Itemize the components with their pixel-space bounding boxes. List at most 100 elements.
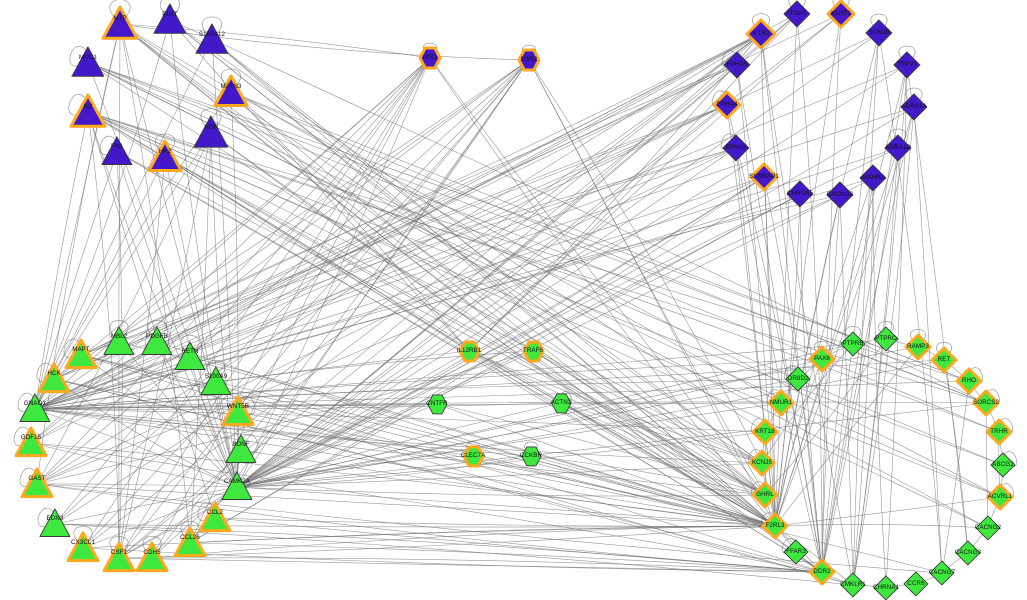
graph-node-pdgfb[interactable] xyxy=(139,324,175,360)
graph-node-ccr6[interactable] xyxy=(901,569,931,599)
graph-node-chrna1[interactable] xyxy=(871,573,901,600)
graph-node-acvrl1[interactable] xyxy=(983,480,1017,514)
graph-node-ptpro[interactable] xyxy=(871,324,901,354)
graph-node-plat[interactable] xyxy=(151,1,189,39)
graph-node-gdf15[interactable] xyxy=(11,423,51,463)
graph-node-sorcs2[interactable] xyxy=(969,386,1003,420)
graph-node-il1r2[interactable] xyxy=(742,15,780,53)
triangle-glyph xyxy=(147,139,183,172)
edge xyxy=(80,354,823,573)
graph-node-epha4[interactable] xyxy=(709,87,745,123)
graph-node-mbl2[interactable] xyxy=(101,324,137,360)
graph-node-edn3[interactable] xyxy=(37,506,73,542)
graph-node-muc1[interactable] xyxy=(69,44,107,82)
graph-node-traf6[interactable] xyxy=(519,337,548,366)
edge xyxy=(36,483,238,488)
diamond-glyph xyxy=(884,134,912,162)
graph-node-cacng2b[interactable] xyxy=(824,179,856,211)
graph-node-retn[interactable] xyxy=(172,339,208,375)
edge xyxy=(943,359,969,554)
self-loop-edge xyxy=(180,335,200,354)
graph-node-ccl2[interactable] xyxy=(195,498,235,538)
graph-node-mtp[interactable] xyxy=(98,2,142,46)
graph-node-adra1a[interactable] xyxy=(898,91,930,123)
graph-node-cckbr[interactable] xyxy=(519,444,544,469)
graph-node-ptprb[interactable] xyxy=(838,329,868,359)
graph-node-klrf1[interactable] xyxy=(823,0,859,32)
graph-node-s100a12[interactable] xyxy=(193,21,231,59)
graph-node-syngap1[interactable] xyxy=(746,159,782,195)
graph-node-cacng2[interactable] xyxy=(973,513,1003,543)
graph-node-cdh5[interactable] xyxy=(132,538,172,578)
edge xyxy=(164,156,766,496)
graph-node-hgf[interactable] xyxy=(191,113,231,153)
graph-node-ccl26[interactable] xyxy=(170,523,210,563)
graph-node-f2rl3[interactable] xyxy=(758,509,792,543)
graph-node-il12rb1[interactable] xyxy=(455,337,484,366)
graph-node-ramp3[interactable] xyxy=(901,330,935,364)
edge xyxy=(560,402,763,464)
graph-node-epha5[interactable] xyxy=(721,49,753,81)
diamond-glyph xyxy=(972,389,1000,417)
graph-node-ghrl[interactable] xyxy=(748,478,782,512)
graph-node-cntfr[interactable] xyxy=(425,392,450,417)
edge xyxy=(151,525,776,559)
graph-node-ffar3[interactable] xyxy=(781,537,811,567)
graph-node-rho[interactable] xyxy=(952,364,986,398)
edge xyxy=(119,23,763,464)
graph-node-epha3[interactable] xyxy=(720,132,752,164)
diamond-glyph xyxy=(783,539,809,565)
graph-node-adra1d[interactable] xyxy=(882,132,914,164)
graph-node-hck[interactable] xyxy=(34,359,74,399)
diamond-glyph xyxy=(761,512,789,540)
graph-node-ret[interactable] xyxy=(927,343,961,377)
graph-node-itga5[interactable] xyxy=(781,0,813,30)
graph-node-actn2[interactable] xyxy=(549,391,574,416)
graph-node-clec7a[interactable] xyxy=(459,442,488,471)
graph-node-cmklr1[interactable] xyxy=(838,570,868,600)
graph-node-abcg2[interactable] xyxy=(988,450,1018,480)
edge xyxy=(774,496,1001,527)
triangle-glyph xyxy=(221,395,255,427)
graph-node-matn3[interactable] xyxy=(210,71,252,113)
graph-node-fn1[interactable] xyxy=(99,134,135,170)
edge xyxy=(87,62,1004,466)
graph-node-scn3b[interactable] xyxy=(863,17,895,49)
edge xyxy=(34,151,118,410)
triangle-glyph xyxy=(173,526,207,558)
edge xyxy=(760,33,823,573)
graph-node-cacng7[interactable] xyxy=(927,558,957,588)
diamond-glyph xyxy=(986,483,1014,511)
graph-node-cacng3[interactable] xyxy=(953,538,983,568)
graph-node-trhr[interactable] xyxy=(982,415,1016,449)
edge xyxy=(30,442,238,488)
graph-node-esr2[interactable] xyxy=(514,45,544,75)
graph-node-kcnj5[interactable] xyxy=(745,446,779,480)
graph-node-cx3cl1[interactable] xyxy=(63,528,103,568)
edge xyxy=(821,32,880,573)
graph-node-gast[interactable] xyxy=(17,464,57,504)
graph-node-chrna5[interactable] xyxy=(784,178,816,210)
graph-node-csf1[interactable] xyxy=(99,538,139,578)
graph-node-pax8[interactable] xyxy=(805,342,839,376)
edge xyxy=(34,111,89,410)
graph-node-trpv1[interactable] xyxy=(891,49,923,81)
edge xyxy=(53,378,776,527)
graph-node-amhr2[interactable] xyxy=(857,162,889,194)
graph-node-nmur1[interactable] xyxy=(764,386,798,420)
graph-node-mapt[interactable] xyxy=(61,335,101,375)
edge xyxy=(36,132,212,485)
graph-node-il2[interactable] xyxy=(66,90,110,134)
graph-node-hk2[interactable] xyxy=(144,136,186,178)
graph-node-s100a9[interactable] xyxy=(198,364,234,400)
self-loop-edge xyxy=(752,13,770,31)
graph-node-gnao1[interactable] xyxy=(17,391,53,427)
graph-node-or8d2[interactable] xyxy=(783,364,813,394)
graph-node-bdnf[interactable] xyxy=(223,432,259,468)
graph-node-camk2a[interactable] xyxy=(219,469,255,505)
graph-node-krt18[interactable] xyxy=(748,415,782,449)
graph-node-wnt5b[interactable] xyxy=(218,392,258,432)
graph-node-irs1[interactable] xyxy=(415,43,445,73)
graph-node-ddr2[interactable] xyxy=(805,555,839,589)
